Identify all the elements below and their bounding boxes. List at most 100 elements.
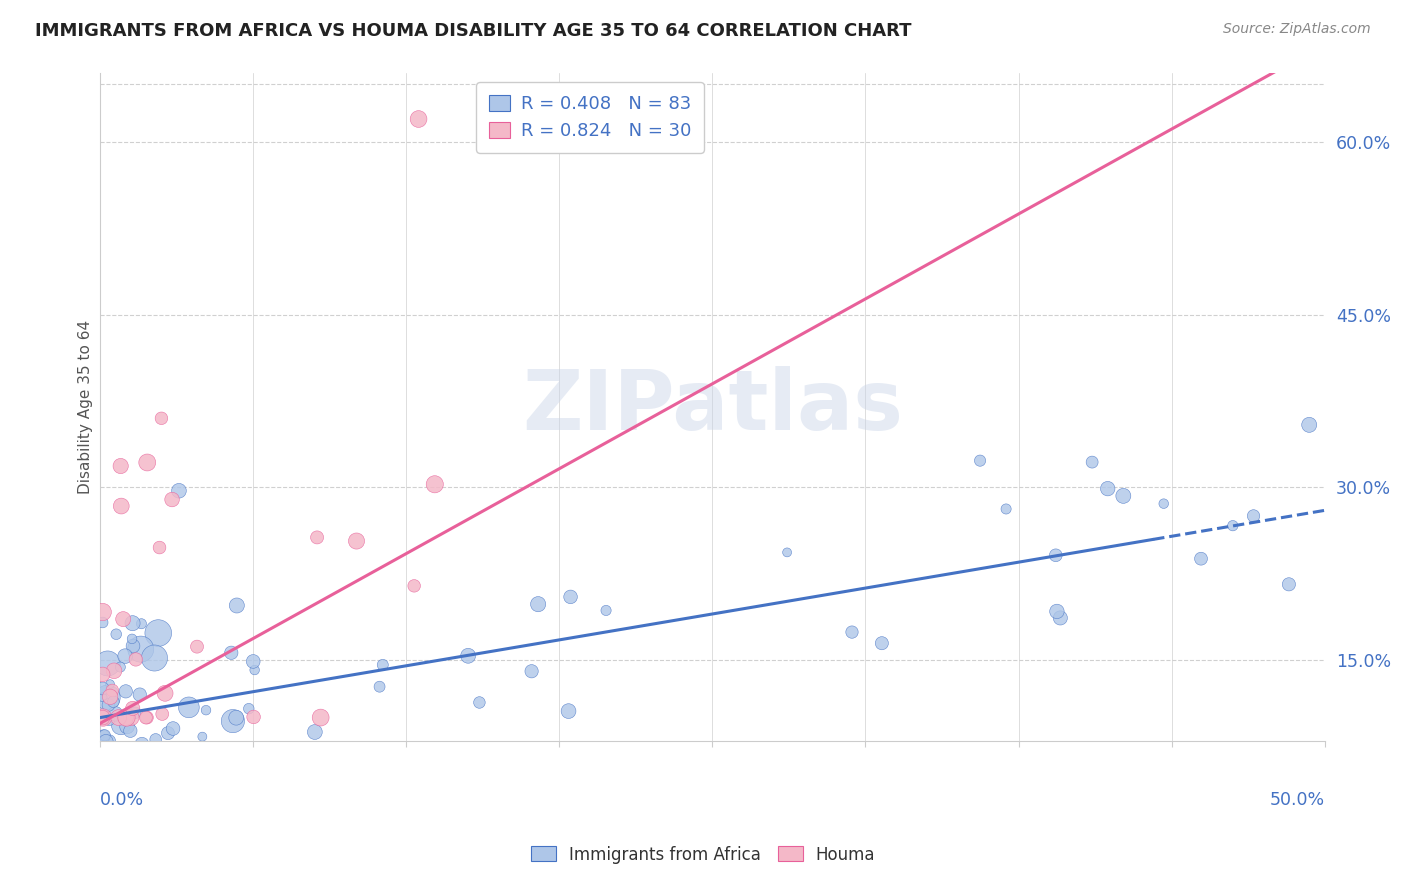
Point [304, 725, 326, 739]
Point [136, 455, 159, 469]
Point [238, 701, 260, 715]
Point [128, 688, 150, 702]
Point [186, 640, 208, 654]
Point [91, 710, 114, 724]
Point [969, 453, 991, 467]
Point [122, 639, 145, 653]
Point [221, 646, 243, 660]
Point [131, 616, 153, 631]
Point [104, 756, 127, 771]
Point [191, 730, 214, 744]
Point [105, 627, 128, 641]
Point [98, 713, 121, 727]
Point [595, 603, 617, 617]
Point [160, 492, 183, 507]
Point [135, 710, 157, 724]
Point [148, 626, 170, 640]
Point [1298, 417, 1320, 432]
Point [527, 597, 550, 611]
Point [143, 651, 166, 665]
Point [1112, 489, 1135, 503]
Point [408, 112, 430, 126]
Point [457, 648, 479, 663]
Point [148, 541, 170, 555]
Point [112, 612, 135, 626]
Point [96, 756, 118, 771]
Point [309, 710, 332, 724]
Point [242, 710, 264, 724]
Point [346, 534, 368, 549]
Point [94, 734, 117, 748]
Point [104, 706, 127, 721]
Point [870, 636, 893, 650]
Point [371, 657, 394, 672]
Point [560, 590, 582, 604]
Point [91, 605, 114, 619]
Point [1189, 551, 1212, 566]
Point [98, 734, 121, 748]
Point [557, 704, 579, 718]
Point [115, 719, 138, 733]
Point [97, 657, 120, 671]
Point [1243, 508, 1265, 523]
Point [195, 703, 218, 717]
Legend: Immigrants from Africa, Houma: Immigrants from Africa, Houma [524, 839, 882, 871]
Y-axis label: Disability Age 35 to 64: Disability Age 35 to 64 [79, 319, 93, 494]
Point [368, 680, 391, 694]
Point [98, 690, 121, 704]
Point [177, 700, 200, 714]
Point [136, 756, 159, 771]
Point [121, 616, 143, 631]
Point [1046, 604, 1069, 618]
Point [1097, 482, 1119, 496]
Text: ZIPatlas: ZIPatlas [522, 367, 903, 447]
Point [423, 477, 446, 491]
Point [110, 499, 132, 513]
Point [97, 690, 120, 705]
Point [110, 458, 132, 473]
Point [1081, 455, 1104, 469]
Point [110, 660, 132, 674]
Point [98, 756, 121, 771]
Point [91, 681, 114, 696]
Point [125, 652, 148, 666]
Point [120, 723, 142, 738]
Point [129, 756, 152, 771]
Point [121, 701, 143, 715]
Point [100, 756, 122, 771]
Point [150, 706, 173, 721]
Text: IMMIGRANTS FROM AFRICA VS HOUMA DISABILITY AGE 35 TO 64 CORRELATION CHART: IMMIGRANTS FROM AFRICA VS HOUMA DISABILI… [35, 22, 911, 40]
Point [1222, 518, 1244, 533]
Point [225, 711, 247, 725]
Point [135, 710, 157, 724]
Point [91, 615, 114, 630]
Point [153, 686, 176, 700]
Point [91, 690, 114, 705]
Point [115, 710, 138, 724]
Point [110, 718, 132, 732]
Point [404, 579, 426, 593]
Point [995, 502, 1018, 516]
Point [107, 710, 129, 724]
Point [1049, 611, 1071, 625]
Point [114, 710, 136, 724]
Point [776, 545, 799, 559]
Point [120, 710, 142, 724]
Point [129, 642, 152, 657]
Point [1278, 577, 1301, 591]
Point [1045, 549, 1067, 563]
Point [139, 756, 162, 771]
Point [91, 710, 114, 724]
Point [167, 483, 190, 498]
Point [156, 726, 179, 740]
Point [222, 714, 245, 728]
Point [841, 625, 863, 640]
Point [105, 756, 128, 771]
Point [242, 655, 264, 669]
Point [98, 677, 121, 691]
Point [145, 732, 167, 747]
Point [91, 730, 114, 744]
Point [468, 696, 491, 710]
Point [124, 706, 146, 720]
Point [225, 599, 247, 613]
